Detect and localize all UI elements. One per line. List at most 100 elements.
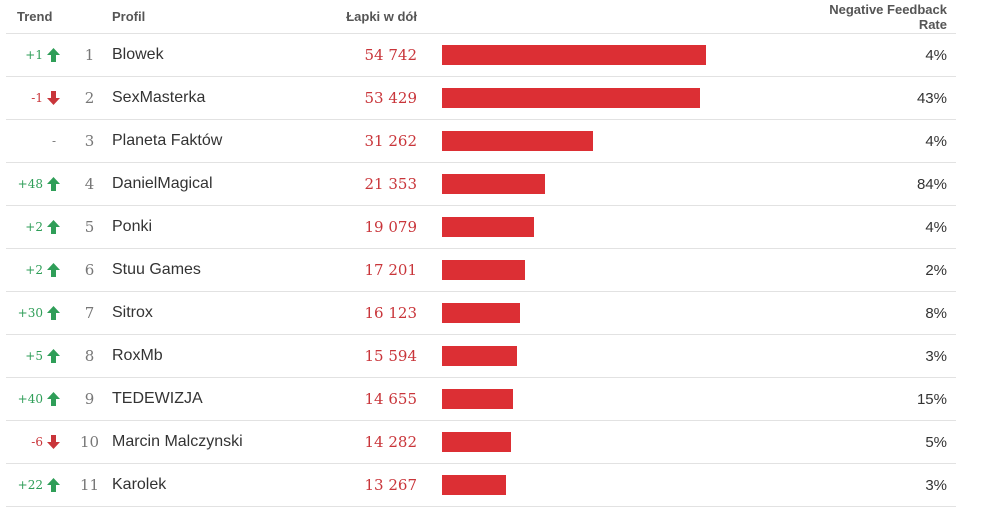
table-row[interactable]: +40 9 TEDEWIZJA 14 655 15% — [6, 378, 956, 421]
thumbs-down-count: 21 353 — [364, 175, 418, 193]
negative-feedback-rate: 4% — [925, 132, 947, 150]
value-bar — [442, 260, 525, 280]
trend-value: -1 — [31, 91, 43, 105]
value-bar — [442, 131, 593, 151]
arrow-up-icon — [47, 263, 60, 277]
value-bar — [442, 217, 534, 237]
negative-feedback-rate: 4% — [925, 218, 947, 236]
trend-cell: +30 — [6, 306, 72, 320]
arrow-up-icon — [47, 349, 60, 363]
table-row[interactable]: -1 2 SexMasterka 53 429 43% — [6, 77, 956, 120]
profile-name[interactable]: Stuu Games — [112, 261, 201, 278]
trend-value: +2 — [25, 220, 43, 234]
rank-number: 6 — [84, 261, 95, 279]
trend-value: - — [51, 134, 56, 148]
bar-cell — [425, 88, 821, 108]
profile-name[interactable]: TEDEWIZJA — [112, 390, 203, 407]
table-row[interactable]: +30 7 Sitrox 16 123 8% — [6, 292, 956, 335]
arrow-up-icon — [47, 478, 60, 492]
negative-feedback-rate: 5% — [925, 433, 947, 451]
header-rate: Negative Feedback Rate — [829, 1, 947, 32]
trend-cell: +5 — [6, 349, 72, 363]
thumbs-down-count: 17 201 — [364, 261, 418, 279]
profile-name[interactable]: Karolek — [112, 476, 167, 493]
value-bar — [442, 475, 506, 495]
trend-cell: +1 — [6, 48, 72, 62]
rank-number: 11 — [79, 476, 100, 494]
header-trend: Trend — [17, 9, 53, 24]
trend-value: +5 — [25, 349, 43, 363]
negative-feedback-rate: 4% — [925, 46, 947, 64]
value-bar — [442, 346, 517, 366]
profile-name[interactable]: SexMasterka — [112, 89, 206, 106]
profile-name[interactable]: Blowek — [112, 46, 164, 63]
thumbs-down-count: 31 262 — [364, 132, 418, 150]
profile-name[interactable]: Ponki — [112, 218, 153, 235]
arrow-down-icon — [47, 91, 60, 105]
bar-cell — [425, 131, 821, 151]
thumbs-down-count: 19 079 — [364, 218, 418, 236]
trend-cell: +48 — [6, 177, 72, 191]
bar-cell — [425, 389, 821, 409]
thumbs-down-count: 14 655 — [364, 390, 418, 408]
negative-feedback-rate: 3% — [925, 347, 947, 365]
rank-number: 5 — [84, 218, 95, 236]
bar-cell — [425, 260, 821, 280]
negative-feedback-rate: 84% — [916, 175, 947, 193]
bar-cell — [425, 475, 821, 495]
bar-cell — [425, 346, 821, 366]
bar-cell — [425, 217, 821, 237]
thumbs-down-count: 54 742 — [364, 46, 418, 64]
bar-cell — [425, 174, 821, 194]
arrow-up-icon — [47, 392, 60, 406]
trend-cell: -1 — [6, 91, 72, 105]
trend-cell: - — [6, 134, 72, 148]
trend-value: +2 — [25, 263, 43, 277]
table-body: +1 1 Blowek 54 742 4% -1 2 SexMasterka 53 429 43%… — [6, 34, 956, 507]
trend-cell: +2 — [6, 263, 72, 277]
profile-name[interactable]: Planeta Faktów — [112, 132, 223, 149]
value-bar — [442, 303, 520, 323]
arrow-up-icon — [47, 177, 60, 191]
negative-feedback-rate: 8% — [925, 304, 947, 322]
ranking-table: Trend Profil Łapki w dół Negative Feedba… — [6, 0, 956, 507]
negative-feedback-rate: 3% — [925, 476, 947, 494]
table-row[interactable]: +48 4 DanielMagical 21 353 84% — [6, 163, 956, 206]
bar-cell — [425, 303, 821, 323]
arrow-up-icon — [47, 220, 60, 234]
negative-feedback-rate: 15% — [916, 390, 947, 408]
trend-value: +48 — [17, 177, 43, 191]
thumbs-down-count: 53 429 — [364, 89, 418, 107]
table-row[interactable]: +1 1 Blowek 54 742 4% — [6, 34, 956, 77]
trend-value: +30 — [17, 306, 43, 320]
profile-name[interactable]: DanielMagical — [112, 175, 213, 192]
trend-value: +1 — [25, 48, 43, 62]
value-bar — [442, 88, 700, 108]
value-bar — [442, 45, 706, 65]
table-header: Trend Profil Łapki w dół Negative Feedba… — [6, 0, 956, 34]
profile-name[interactable]: RoxMb — [112, 347, 163, 364]
table-row[interactable]: +2 5 Ponki 19 079 4% — [6, 206, 956, 249]
trend-value: -6 — [31, 435, 43, 449]
rank-number: 10 — [79, 433, 100, 451]
rank-number: 9 — [84, 390, 95, 408]
thumbs-down-count: 14 282 — [364, 433, 418, 451]
trend-cell: -6 — [6, 435, 72, 449]
table-row[interactable]: +2 6 Stuu Games 17 201 2% — [6, 249, 956, 292]
trend-cell: +22 — [6, 478, 72, 492]
table-row[interactable]: -6 10 Marcin Malczynski 14 282 5% — [6, 421, 956, 464]
table-row[interactable]: +5 8 RoxMb 15 594 3% — [6, 335, 956, 378]
header-value: Łapki w dół — [346, 9, 417, 24]
table-row[interactable]: - 3 Planeta Faktów 31 262 4% — [6, 120, 956, 163]
header-profil: Profil — [112, 9, 146, 24]
rank-number: 8 — [84, 347, 95, 365]
profile-name[interactable]: Sitrox — [112, 304, 153, 321]
profile-name[interactable]: Marcin Malczynski — [112, 433, 243, 450]
rank-number: 1 — [84, 46, 95, 64]
thumbs-down-count: 15 594 — [364, 347, 418, 365]
trend-value: +22 — [17, 478, 43, 492]
value-bar — [442, 432, 511, 452]
value-bar — [442, 389, 513, 409]
rank-number: 7 — [84, 304, 95, 322]
table-row[interactable]: +22 11 Karolek 13 267 3% — [6, 464, 956, 507]
